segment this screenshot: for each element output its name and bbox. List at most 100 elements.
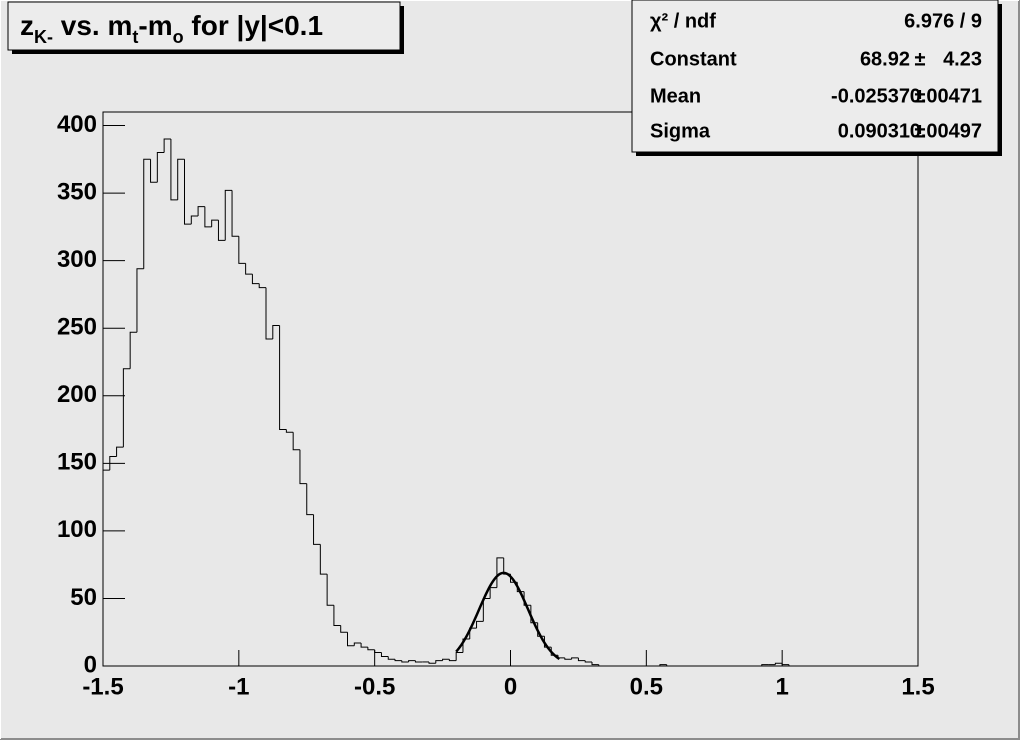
y-tick-label: 50 (70, 584, 97, 611)
bin (408, 660, 416, 662)
x-tick-label: -1.5 (82, 673, 123, 700)
y-tick-label: 400 (57, 111, 97, 138)
bin (380, 652, 389, 658)
stat-name: Mean (650, 85, 701, 107)
bin (184, 159, 192, 225)
y-tick-label: 350 (57, 178, 97, 205)
bin (292, 432, 300, 451)
bin (258, 283, 266, 289)
bin (197, 206, 205, 217)
bin (448, 659, 457, 662)
bin (537, 622, 545, 637)
bin (360, 643, 368, 648)
bin (340, 625, 348, 633)
bin (761, 664, 769, 666)
stat-value: 6.976 / 9 (904, 10, 982, 32)
bin (781, 663, 789, 666)
bin (571, 657, 579, 660)
title-part: z (20, 10, 34, 41)
bin (204, 206, 212, 228)
x-tick-label: -1 (228, 673, 249, 700)
bin (156, 152, 165, 183)
title-part: K- (34, 27, 53, 47)
bin (272, 324, 280, 340)
bin (245, 263, 253, 275)
bin (387, 656, 396, 660)
bin (523, 591, 531, 606)
stat-name: χ² / ndf (650, 10, 716, 32)
bin (102, 469, 110, 666)
bin (577, 657, 586, 662)
bin (774, 662, 783, 665)
bin (109, 456, 117, 471)
title-part: t (132, 27, 138, 47)
bin (598, 664, 606, 667)
title-part: vs. m (53, 10, 132, 41)
marks (102, 125, 919, 667)
stat-separator: ± (915, 48, 926, 70)
bin (129, 331, 137, 369)
bin (659, 664, 667, 666)
bin (333, 605, 341, 626)
bin (367, 647, 375, 651)
bin (442, 658, 450, 661)
bin (285, 429, 294, 433)
bin (455, 651, 463, 661)
bin (224, 189, 233, 241)
stat-separator: ± (915, 85, 926, 107)
bin (374, 649, 382, 653)
stat-value: -0.02537 (831, 85, 910, 107)
bin (251, 274, 260, 285)
bin (319, 544, 328, 575)
y-tick-label: 300 (57, 246, 97, 273)
bin (306, 483, 314, 516)
bin (543, 636, 552, 648)
bin (136, 268, 144, 333)
bin (564, 657, 572, 660)
stats-box (631, 0, 999, 153)
bin (217, 220, 226, 241)
bin (353, 642, 362, 646)
title-part: o (173, 27, 184, 47)
bin (788, 664, 796, 667)
bin (299, 449, 307, 485)
bin (584, 660, 592, 663)
fit-curve (455, 571, 561, 661)
bin (170, 139, 178, 201)
bin (530, 605, 538, 624)
chart-title: zK- vs. mt-mo for |y|<0.1 (20, 10, 323, 46)
bin (313, 514, 321, 545)
bin (435, 660, 443, 664)
bin (231, 190, 239, 237)
stat-error: 4.23 (943, 48, 982, 70)
stat-error: 0.00497 (910, 120, 982, 142)
bin (238, 236, 246, 264)
y-tick-label: 250 (57, 314, 97, 341)
title-part: for |y|<0.1 (184, 10, 323, 41)
stat-value: 68.92 (860, 48, 910, 70)
bin (122, 368, 131, 448)
stat-value: 0.09031 (838, 120, 910, 142)
bin (347, 632, 355, 647)
bin (476, 620, 484, 629)
bin (462, 638, 470, 653)
bin (190, 215, 199, 225)
x-tick-label: 1.5 (901, 673, 934, 700)
bin (401, 660, 409, 663)
bin (428, 661, 436, 664)
stat-name: Constant (650, 48, 737, 70)
bin (666, 664, 674, 667)
x-tick-label: 1 (775, 673, 788, 700)
bin (163, 138, 171, 153)
y-tick-label: 0 (84, 651, 97, 678)
x-tick-label: 0 (504, 673, 517, 700)
bin (265, 287, 273, 340)
bin (150, 159, 158, 183)
stats: χ² / ndf 6.976 / 9 Constant 4.23 ±68.92 Mean 0… (650, 10, 982, 142)
title-part: -m (138, 10, 172, 41)
bin (591, 661, 599, 666)
bin (211, 219, 219, 227)
stat-separator: ± (915, 120, 926, 142)
